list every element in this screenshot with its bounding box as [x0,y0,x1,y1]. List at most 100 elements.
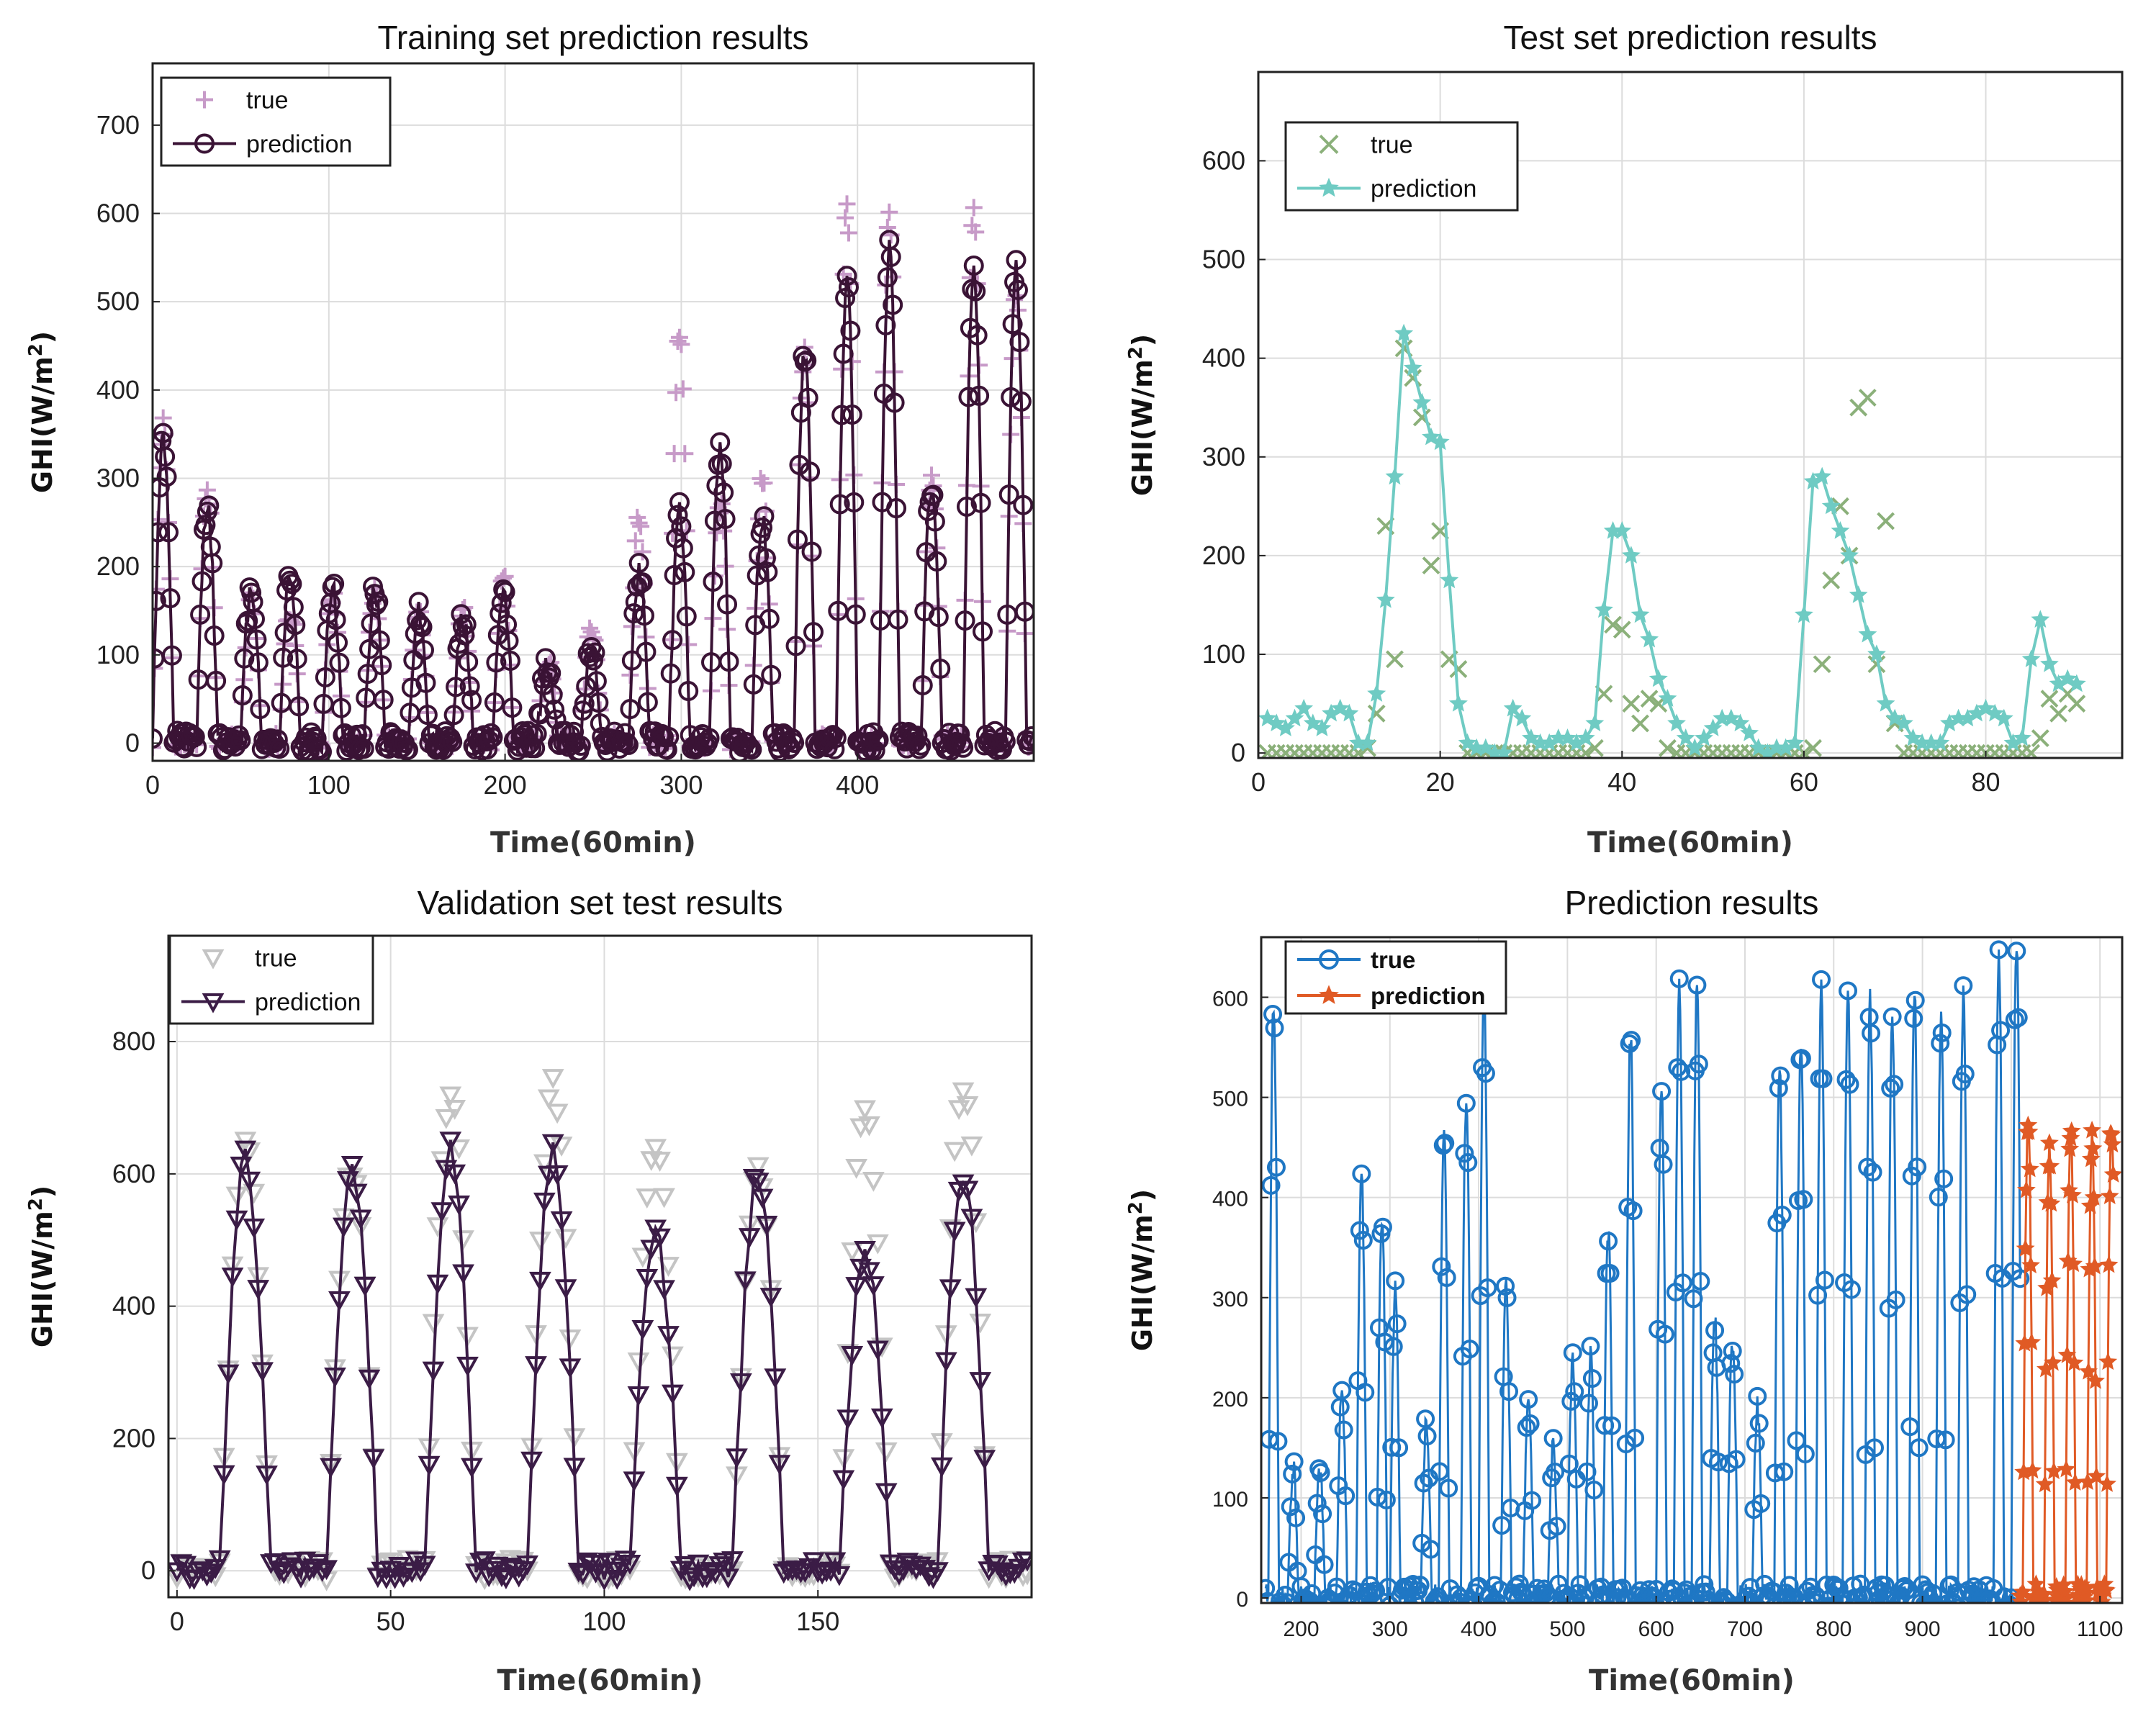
x-axis-label: Time(60min) [1589,1664,1795,1697]
data-point [787,529,808,550]
data-point [153,739,161,757]
x-tick-label: 800 [1816,1617,1851,1641]
data-point [700,1562,723,1582]
data-point [1812,970,1831,989]
data-point [743,674,764,695]
data-point [1437,1268,1456,1287]
data-point [1625,1428,1645,1448]
data-point [841,1242,864,1263]
data-point [2085,1256,2104,1275]
data-point [1350,1221,1369,1240]
data-point [754,506,775,527]
data-point [353,739,374,759]
data-point [1676,728,1695,746]
data-point [2020,1159,2039,1178]
data-point [1367,684,1386,702]
data-point [473,1570,496,1591]
data-point [1813,466,1832,485]
data-point [456,614,477,635]
data-point [2023,1460,2042,1479]
data-point [583,650,603,671]
data-point [1882,1007,1902,1026]
data-point [1934,1169,1954,1188]
data-point [1813,1069,1833,1088]
data-point [352,724,373,745]
data-point [1772,1206,1792,1225]
data-point [858,1116,880,1137]
data-point [2067,695,2086,713]
data-point [676,606,697,627]
data-point [2103,1165,2122,1183]
data-point [1340,703,1359,722]
data-point [202,553,223,574]
y-tick-label: 100 [96,640,140,669]
data-point [967,325,988,346]
data-point [567,1562,590,1583]
legend-item-true: true [202,945,297,972]
data-point [1520,1414,1540,1433]
data-point [678,680,699,701]
data-point [1448,693,1468,712]
data-point [2021,1255,2040,1274]
data-point [1621,546,1641,564]
data-point [2083,1120,2101,1139]
y-tick-label: 700 [96,110,140,140]
data-point [2008,1008,2028,1027]
data-point [1559,1454,1579,1473]
data-point [1973,1588,1993,1603]
data-point [1622,695,1641,713]
data-point [2098,1474,2117,1492]
data-point [195,515,216,536]
data-point [1613,520,1632,539]
data-point [285,615,306,636]
data-point [1497,1288,1517,1307]
data-point [618,1555,641,1575]
data-point [1858,624,1877,643]
data-point [1723,1341,1742,1360]
y-tick-label: 500 [1202,245,1245,274]
data-point [674,380,692,398]
data-point [649,1228,671,1249]
data-point [2076,1591,2096,1603]
data-point [2022,744,2041,758]
data-point [1313,1504,1332,1524]
data-point [676,445,694,463]
data-point [800,461,821,482]
plot-area [168,936,1032,1597]
data-point [502,697,523,718]
data-point [2103,1134,2122,1153]
data-point [273,647,294,668]
data-point [717,594,738,615]
data-point [1009,332,1030,353]
data-point [708,1556,731,1576]
data-point [156,466,177,487]
data-point [934,1352,957,1373]
data-point [464,1563,487,1584]
data-point [357,664,378,685]
data-point [1864,1438,1884,1458]
data-point [498,631,519,651]
data-point [672,335,690,353]
data-point [627,1386,650,1406]
data-point [1794,1190,1813,1209]
data-point [330,697,351,718]
data-point [939,1279,962,1300]
data-point [998,484,1019,505]
data-point [248,652,269,673]
data-point [311,1562,334,1582]
data-point [324,573,345,594]
y-tick-label: 600 [1212,987,1248,1011]
data-point [1439,1478,1458,1498]
data-point [909,1556,932,1577]
data-point [2039,1133,2059,1152]
data-point [844,492,865,512]
x-tick-label: 100 [307,770,351,800]
data-point [1894,713,1913,731]
tick-labels: 200 300 400 500 600 700 800 900 1000 1100 0 100 200 3… [1212,987,2123,1641]
data-point [541,663,561,684]
data-point [2057,1345,2077,1363]
data-point [443,705,464,726]
data-point [822,725,843,746]
data-point [160,588,181,609]
data-point [2062,1121,2081,1139]
